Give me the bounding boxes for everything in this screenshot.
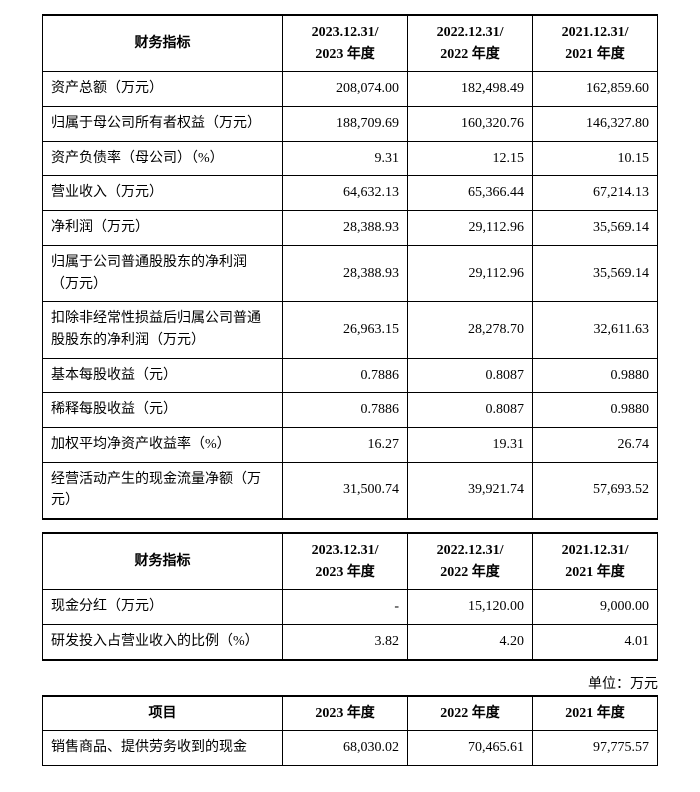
row-value: 67,214.13 [533, 176, 658, 211]
table-row: 扣除非经常性损益后归属公司普通股股东的净利润（万元）26,963.1528,27… [43, 302, 658, 358]
financial-indicators-table-2: 财务指标 2023.12.31/2023 年度 2022.12.31/2022 … [42, 532, 658, 661]
table-row: 净利润（万元）28,388.9329,112.9635,569.14 [43, 211, 658, 246]
row-label: 经营活动产生的现金流量净额（万元） [43, 462, 283, 519]
row-value: 15,120.00 [408, 590, 533, 625]
row-value: 9.31 [283, 141, 408, 176]
row-label: 稀释每股收益（元） [43, 393, 283, 428]
project-table-3: 项目 2023 年度 2022 年度 2021 年度 销售商品、提供劳务收到的现… [42, 695, 658, 766]
col-header-2022: 2022 年度 [408, 696, 533, 731]
row-value: 162,859.60 [533, 72, 658, 107]
row-value: 97,775.57 [533, 731, 658, 766]
col-header-2022: 2022.12.31/2022 年度 [408, 15, 533, 72]
row-value: 35,569.14 [533, 245, 658, 301]
row-value: 160,320.76 [408, 107, 533, 142]
row-value: 4.20 [408, 625, 533, 660]
row-label: 净利润（万元） [43, 211, 283, 246]
row-label: 扣除非经常性损益后归属公司普通股股东的净利润（万元） [43, 302, 283, 358]
row-label: 研发投入占营业收入的比例（%） [43, 625, 283, 660]
row-value: 57,693.52 [533, 462, 658, 519]
row-value: 68,030.02 [283, 731, 408, 766]
row-value: 9,000.00 [533, 590, 658, 625]
row-label: 基本每股收益（元） [43, 358, 283, 393]
row-value: 64,632.13 [283, 176, 408, 211]
row-value: 35,569.14 [533, 211, 658, 246]
row-value: 31,500.74 [283, 462, 408, 519]
row-label: 现金分红（万元） [43, 590, 283, 625]
row-value: 28,388.93 [283, 245, 408, 301]
col-header-2021: 2021.12.31/2021 年度 [533, 15, 658, 72]
row-value: 29,112.96 [408, 245, 533, 301]
row-value: 188,709.69 [283, 107, 408, 142]
row-value: 39,921.74 [408, 462, 533, 519]
row-value: 32,611.63 [533, 302, 658, 358]
row-label: 加权平均净资产收益率（%） [43, 427, 283, 462]
row-value: 4.01 [533, 625, 658, 660]
row-value: 182,498.49 [408, 72, 533, 107]
financial-indicators-table-1: 财务指标 2023.12.31/2023 年度 2022.12.31/2022 … [42, 14, 658, 520]
row-value: 29,112.96 [408, 211, 533, 246]
table-header-row: 财务指标 2023.12.31/2023 年度 2022.12.31/2022 … [43, 533, 658, 590]
row-label: 资产负债率（母公司）（%） [43, 141, 283, 176]
row-value: 16.27 [283, 427, 408, 462]
row-value: 19.31 [408, 427, 533, 462]
row-label: 销售商品、提供劳务收到的现金 [43, 731, 283, 766]
col-header-indicator: 财务指标 [43, 15, 283, 72]
col-header-indicator: 财务指标 [43, 533, 283, 590]
table-row: 营业收入（万元）64,632.1365,366.4467,214.13 [43, 176, 658, 211]
table-row: 稀释每股收益（元）0.78860.80870.9880 [43, 393, 658, 428]
row-value: 10.15 [533, 141, 658, 176]
col-header-2021: 2021.12.31/2021 年度 [533, 533, 658, 590]
row-value: 0.8087 [408, 393, 533, 428]
table-row: 现金分红（万元）-15,120.009,000.00 [43, 590, 658, 625]
table-row: 归属于公司普通股股东的净利润（万元）28,388.9329,112.9635,5… [43, 245, 658, 301]
row-value: 28,388.93 [283, 211, 408, 246]
table-row: 销售商品、提供劳务收到的现金68,030.0270,465.6197,775.5… [43, 731, 658, 766]
row-value: 0.7886 [283, 393, 408, 428]
row-value: 12.15 [408, 141, 533, 176]
table-row: 资产负债率（母公司）（%）9.3112.1510.15 [43, 141, 658, 176]
table-header-row: 项目 2023 年度 2022 年度 2021 年度 [43, 696, 658, 731]
col-header-2023: 2023.12.31/2023 年度 [283, 15, 408, 72]
col-header-2023: 2023 年度 [283, 696, 408, 731]
row-value: - [283, 590, 408, 625]
row-value: 26.74 [533, 427, 658, 462]
col-header-project: 项目 [43, 696, 283, 731]
table-header-row: 财务指标 2023.12.31/2023 年度 2022.12.31/2022 … [43, 15, 658, 72]
table-row: 基本每股收益（元）0.78860.80870.9880 [43, 358, 658, 393]
row-label: 营业收入（万元） [43, 176, 283, 211]
table-row: 研发投入占营业收入的比例（%）3.824.204.01 [43, 625, 658, 660]
row-value: 0.9880 [533, 358, 658, 393]
table-row: 资产总额（万元）208,074.00182,498.49162,859.60 [43, 72, 658, 107]
row-value: 26,963.15 [283, 302, 408, 358]
row-label: 归属于母公司所有者权益（万元） [43, 107, 283, 142]
row-value: 3.82 [283, 625, 408, 660]
table-row: 归属于母公司所有者权益（万元）188,709.69160,320.76146,3… [43, 107, 658, 142]
table-row: 加权平均净资产收益率（%）16.2719.3126.74 [43, 427, 658, 462]
row-value: 28,278.70 [408, 302, 533, 358]
col-header-2023: 2023.12.31/2023 年度 [283, 533, 408, 590]
row-value: 208,074.00 [283, 72, 408, 107]
row-value: 70,465.61 [408, 731, 533, 766]
row-value: 0.7886 [283, 358, 408, 393]
unit-label: 单位：万元 [42, 673, 658, 693]
row-value: 146,327.80 [533, 107, 658, 142]
col-header-2022: 2022.12.31/2022 年度 [408, 533, 533, 590]
row-label: 资产总额（万元） [43, 72, 283, 107]
col-header-2021: 2021 年度 [533, 696, 658, 731]
table-row: 经营活动产生的现金流量净额（万元）31,500.7439,921.7457,69… [43, 462, 658, 519]
row-label: 归属于公司普通股股东的净利润（万元） [43, 245, 283, 301]
row-value: 0.8087 [408, 358, 533, 393]
row-value: 65,366.44 [408, 176, 533, 211]
row-value: 0.9880 [533, 393, 658, 428]
